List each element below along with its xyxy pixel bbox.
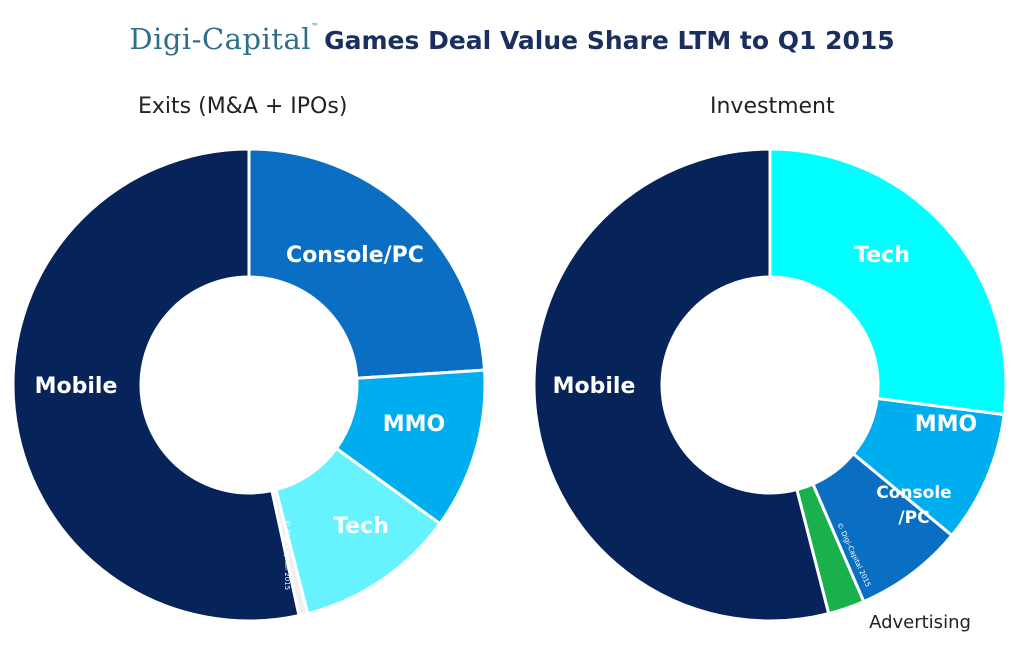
exits-chart-title: Exits (M&A + IPOs) (138, 94, 348, 119)
donut-slice-mobile (532, 147, 831, 623)
slice-label-console-pc: Console/PC (876, 483, 951, 528)
donut-slice-tech (768, 147, 1008, 417)
exits-donut-chart: Console/PC MMO Tech Mobile © Digi-Capital 20… (11, 147, 487, 623)
slice-label-console-pc: Console/PC (286, 243, 424, 268)
brand-logo-text: Digi-Capital (129, 22, 312, 56)
main-title: Games Deal Value Share LTM to Q1 2015 (324, 26, 895, 55)
donut-slice-mobile (11, 147, 301, 623)
copyright-notice: © Digi-Capital 2015 (283, 520, 291, 590)
investment-chart-title: Investment (710, 94, 835, 119)
slice-label-mobile: Mobile (35, 374, 118, 399)
donut-slice-console-pc (247, 147, 487, 380)
trademark-symbol: ™ (311, 22, 320, 31)
slice-label-tech: Tech (333, 514, 389, 539)
chart-title: Digi-Capital™ Games Deal Value Share LTM… (0, 22, 1024, 56)
slice-label-advertising: Advertising (869, 612, 971, 633)
slice-label-mmo: MMO (915, 412, 978, 437)
slice-label-mmo: MMO (383, 412, 446, 437)
slice-label-mobile: Mobile (553, 374, 636, 399)
slice-label-tech: Tech (854, 243, 910, 268)
